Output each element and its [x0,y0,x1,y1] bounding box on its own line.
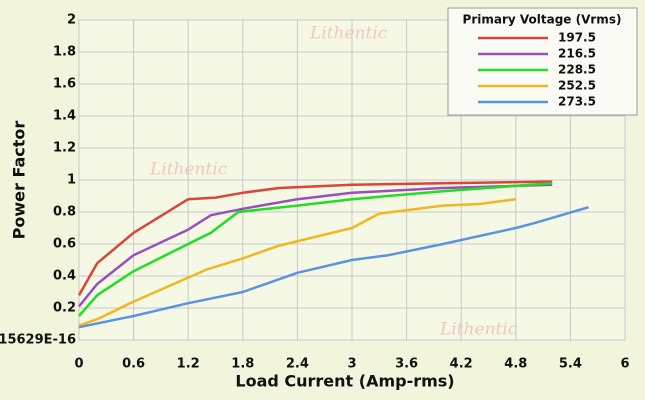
x-tick-label: 6 [620,357,629,372]
y-tick-label: 0.8 [53,205,76,220]
x-tick-label: 4.2 [450,357,473,372]
legend-title: Primary Voltage (Vrms) [463,13,622,27]
legend-box [447,7,638,116]
y-tick-label: 2 [67,13,76,28]
legend-label: 252.5 [558,79,596,93]
legend-label: 216.5 [558,47,596,61]
y-tick-label: 0.2 [53,301,76,316]
series-line [77,180,553,296]
legend-label: 197.5 [558,31,596,45]
series-line [78,183,553,308]
x-tick-label: 2.4 [286,357,309,372]
y-tick-label: 0.4 [53,269,76,284]
y-tick-label: 0.6 [53,237,76,252]
legend-label: 228.5 [558,63,596,77]
x-tick-label: 1.2 [177,357,200,372]
y-tick-label: 1.6 [53,77,76,92]
y-tick-label: 15629E-16 [0,333,76,348]
series-line [78,181,553,317]
series-line [78,197,516,327]
y-tick-label: 1 [67,173,76,188]
y-tick-label: 1.8 [53,45,76,60]
watermark: Lithentic [309,24,388,44]
y-tick-label: 1.4 [53,109,76,124]
x-tick-label: 0.6 [122,357,145,372]
series-line [78,206,589,329]
x-tick-label: 4.8 [504,357,527,372]
x-tick-label: 1.8 [231,357,254,372]
x-tick-label: 0 [74,357,83,372]
watermark: Lithentic [439,320,518,340]
legend-label: 273.5 [558,95,596,109]
x-tick-label: 3 [347,357,356,372]
y-tick-label: 1.2 [53,141,76,156]
x-tick-label: 5.4 [559,357,582,372]
x-tick-label: 3.6 [395,357,418,372]
x-axis-title: Load Current (Amp-rms) [235,372,454,391]
y-axis-title: Power Factor [10,121,29,240]
